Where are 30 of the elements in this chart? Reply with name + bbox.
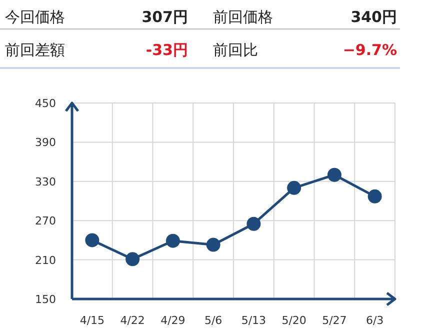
- text: 今回価格: [5, 8, 65, 26]
- point: [126, 252, 140, 266]
- text: 340円: [350, 8, 397, 26]
- y-tick-label: 330: [35, 175, 56, 188]
- point: [246, 216, 261, 231]
- x-tick-label: 5/27: [322, 314, 347, 327]
- y-tick-label: 450: [35, 97, 56, 110]
- point: [166, 234, 180, 248]
- point: [287, 180, 302, 195]
- x-tick-label: 5/13: [241, 314, 266, 327]
- text: 前回差額: [5, 41, 65, 59]
- y-tick-label: 210: [35, 254, 56, 267]
- point: [368, 189, 382, 204]
- x-tick-label: 5/20: [282, 314, 306, 327]
- y-tick-label: 150: [35, 293, 56, 306]
- y-tick-label: 270: [35, 214, 56, 228]
- y-tick-label: 390: [35, 136, 56, 150]
- text: −9.7%: [342, 41, 397, 59]
- text: 307円: [142, 8, 188, 26]
- text: -33円: [146, 41, 188, 59]
- x-tick-label: 4/15: [80, 314, 105, 327]
- x-tick-label: 5/6: [204, 314, 222, 327]
- point: [85, 233, 100, 248]
- point: [327, 168, 342, 182]
- point: [206, 238, 220, 252]
- text: 前回比: [213, 41, 258, 59]
- x-tick-label: 4/22: [120, 314, 145, 327]
- x-tick-label: 6/3: [366, 314, 384, 327]
- x-tick-label: 4/29: [160, 314, 186, 327]
- text: 前回価格: [213, 8, 273, 26]
